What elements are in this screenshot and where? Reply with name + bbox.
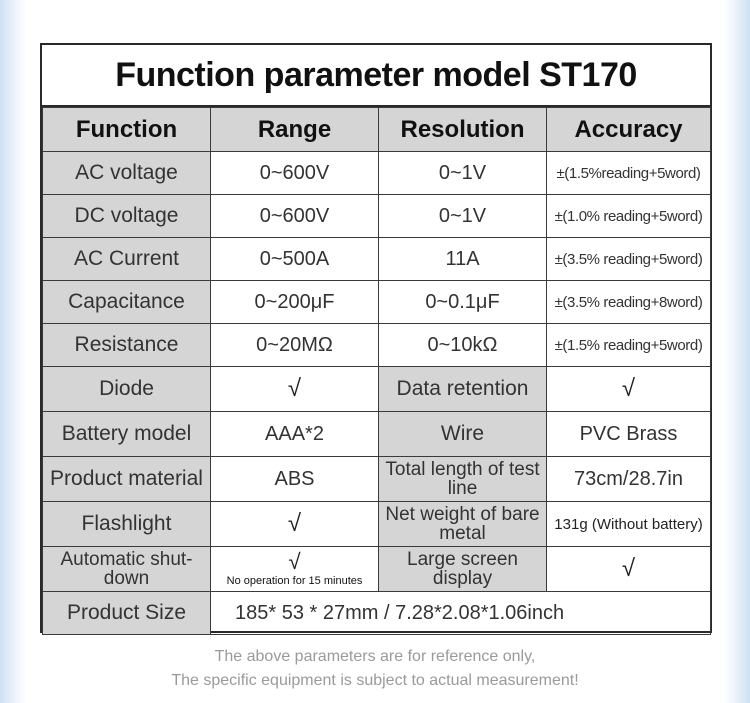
range-cell: 0~200μF (210, 280, 379, 324)
function-cell: DC voltage (42, 194, 211, 238)
feature-label: Flashlight (42, 501, 211, 547)
resolution-cell: 0~1V (378, 194, 547, 238)
resolution-cell: 0~10kΩ (378, 323, 547, 367)
accuracy-cell: ±(1.0% reading+5word) (546, 194, 711, 238)
feature-row: Automatic shut-down √ No operation for 1… (42, 546, 711, 592)
footer-note-line2: The specific equipment is subject to act… (171, 672, 579, 689)
resolution-cell: 0~0.1μF (378, 280, 547, 324)
feature-label: Diode (42, 366, 211, 412)
feature-value: 131g (Without battery) (546, 501, 711, 547)
feature-value-cell: √ No operation for 15 minutes (210, 546, 379, 592)
column-header-resolution: Resolution (378, 107, 547, 152)
accuracy-cell: ±(1.5%reading+5word) (546, 151, 711, 195)
range-cell: 0~600V (210, 194, 379, 238)
range-cell: 0~600V (210, 151, 379, 195)
check-icon: √ (210, 501, 379, 547)
column-header-accuracy: Accuracy (546, 107, 711, 152)
function-cell: Capacitance (42, 280, 211, 324)
feature-label: Total length of test line (378, 456, 547, 502)
feature-label: Wire (378, 411, 547, 457)
accuracy-cell: ±(1.5% reading+5word) (546, 323, 711, 367)
page-title: Function parameter model ST170 (42, 45, 710, 107)
feature-label: Net weight of bare metal (378, 501, 547, 547)
function-cell: AC Current (42, 237, 211, 281)
table-row: Capacitance 0~200μF 0~0.1μF ±(3.5% readi… (42, 280, 711, 324)
feature-value: AAA*2 (210, 411, 379, 457)
accuracy-cell: ±(3.5% reading+5word) (546, 237, 711, 281)
product-size-value: 185* 53 * 27mm / 7.28*2.08*1.06inch (210, 591, 711, 635)
spec-sheet: Function parameter model ST170 Function … (40, 43, 712, 635)
column-header-function: Function (42, 107, 211, 152)
footer-note-line1: The above parameters are for reference o… (214, 648, 536, 665)
range-cell: 0~20MΩ (210, 323, 379, 367)
range-cell: 0~500A (210, 237, 379, 281)
check-icon: √ (546, 546, 711, 592)
resolution-cell: 0~1V (378, 151, 547, 195)
feature-label: Data retention (378, 366, 547, 412)
check-icon: √ (288, 549, 301, 574)
feature-label: Automatic shut-down (42, 546, 211, 592)
accuracy-cell: ±(3.5% reading+8word) (546, 280, 711, 324)
feature-label: Product material (42, 456, 211, 502)
feature-row: Battery model AAA*2 Wire PVC Brass (42, 411, 711, 457)
feature-row: Flashlight √ Net weight of bare metal 13… (42, 501, 711, 547)
table-row: Resistance 0~20MΩ 0~10kΩ ±(1.5% reading+… (42, 323, 711, 367)
table-row: AC Current 0~500A 11A ±(3.5% reading+5wo… (42, 237, 711, 281)
feature-row: Product material ABS Total length of tes… (42, 456, 711, 502)
table-header-row: Function Range Resolution Accuracy (42, 107, 711, 152)
product-size-label: Product Size (42, 591, 211, 635)
feature-value: PVC Brass (546, 411, 711, 457)
spec-table: Function Range Resolution Accuracy AC vo… (42, 107, 711, 635)
feature-row: Diode √ Data retention √ (42, 366, 711, 412)
function-cell: Resistance (42, 323, 211, 367)
feature-value: 73cm/28.7in (546, 456, 711, 502)
table-row: DC voltage 0~600V 0~1V ±(1.0% reading+5w… (42, 194, 711, 238)
check-icon: √ (546, 366, 711, 412)
function-cell: AC voltage (42, 151, 211, 195)
resolution-cell: 11A (378, 237, 547, 281)
check-icon: √ (210, 366, 379, 412)
feature-label: Large screen display (378, 546, 547, 592)
feature-value: ABS (210, 456, 379, 502)
column-header-range: Range (210, 107, 379, 152)
table-row: AC voltage 0~600V 0~1V ±(1.5%reading+5wo… (42, 151, 711, 195)
feature-label: Battery model (42, 411, 211, 457)
product-size-row: Product Size 185* 53 * 27mm / 7.28*2.08*… (42, 591, 711, 635)
feature-note: No operation for 15 minutes (226, 575, 363, 587)
